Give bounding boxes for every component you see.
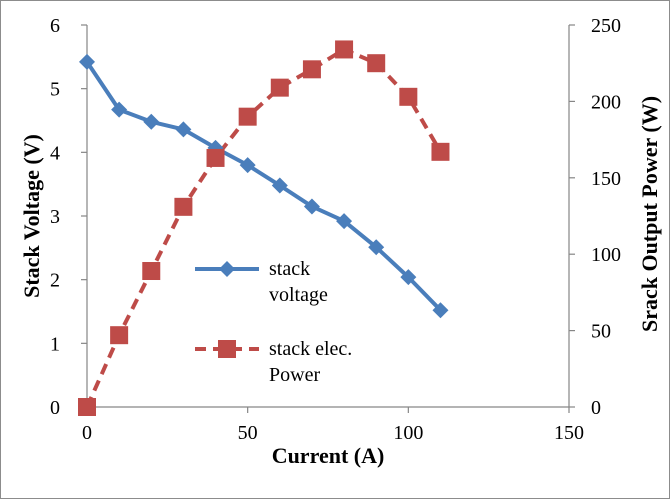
data-point-diamond bbox=[336, 213, 353, 230]
data-point-square bbox=[238, 107, 257, 126]
series-markers bbox=[78, 40, 450, 416]
legend-label: stack elec. bbox=[269, 338, 352, 360]
x-axis-title: Current (A) bbox=[272, 443, 385, 468]
y2-tick-label: 250 bbox=[591, 15, 621, 37]
axes: 0 1 2 3 4 5 6 0 50 100 150 200 250 0 50 100 150 bbox=[50, 15, 621, 444]
y-tick-label: 1 bbox=[50, 333, 60, 355]
x-tick-label: 100 bbox=[393, 422, 423, 444]
data-point-square bbox=[142, 262, 161, 281]
legend-label: Power bbox=[269, 364, 320, 386]
data-point-square bbox=[335, 40, 354, 59]
series-line-0 bbox=[85, 60, 442, 312]
axis-titles: Current (A) Stack Voltage (V) Srack Output… bbox=[19, 96, 662, 468]
data-point-diamond bbox=[368, 239, 385, 256]
y-tick-label: 3 bbox=[50, 206, 60, 228]
legend-label: voltage bbox=[269, 284, 328, 306]
data-point-diamond bbox=[303, 198, 320, 215]
legend-marker-square bbox=[218, 340, 236, 358]
y2-tick-label: 100 bbox=[591, 244, 621, 266]
legend-marker-diamond bbox=[219, 261, 235, 277]
data-point-square bbox=[399, 87, 418, 106]
data-point-square bbox=[110, 326, 129, 345]
legend-label: stack bbox=[269, 258, 310, 280]
data-point-diamond bbox=[400, 269, 417, 286]
x-tick-label: 150 bbox=[554, 422, 584, 444]
data-point-diamond bbox=[271, 177, 288, 194]
y-tick-label: 0 bbox=[50, 397, 60, 419]
data-point-diamond bbox=[111, 101, 128, 118]
data-point-square bbox=[270, 78, 289, 97]
data-point-square bbox=[302, 60, 321, 79]
y-axis-left-title: Stack Voltage (V) bbox=[19, 134, 44, 298]
data-point-diamond bbox=[175, 121, 192, 138]
series-lines bbox=[85, 47, 443, 408]
y2-tick-label: 150 bbox=[591, 168, 621, 190]
data-point-square bbox=[174, 197, 193, 216]
y2-tick-label: 0 bbox=[591, 397, 601, 419]
data-point-square bbox=[431, 142, 450, 161]
data-point-diamond bbox=[143, 113, 160, 130]
y-tick-label: 5 bbox=[50, 79, 60, 101]
data-point-diamond bbox=[239, 157, 256, 174]
data-point-diamond bbox=[432, 302, 449, 319]
y-axis-right-title: Srack Output Power (W) bbox=[637, 96, 662, 332]
series-line-1 bbox=[85, 47, 443, 408]
y-tick-label: 6 bbox=[50, 15, 60, 37]
y-tick-label: 4 bbox=[50, 142, 60, 164]
x-tick-label: 0 bbox=[82, 422, 92, 444]
data-point-square bbox=[206, 148, 225, 167]
data-point-square bbox=[367, 54, 386, 73]
y2-tick-label: 200 bbox=[591, 91, 621, 113]
x-tick-label: 50 bbox=[238, 422, 258, 444]
y2-tick-label: 50 bbox=[591, 321, 611, 343]
data-point-square bbox=[78, 398, 96, 416]
data-point-diamond bbox=[79, 53, 95, 70]
legend: stack voltage stack elec. Power bbox=[195, 258, 352, 386]
y-tick-label: 2 bbox=[50, 270, 60, 292]
